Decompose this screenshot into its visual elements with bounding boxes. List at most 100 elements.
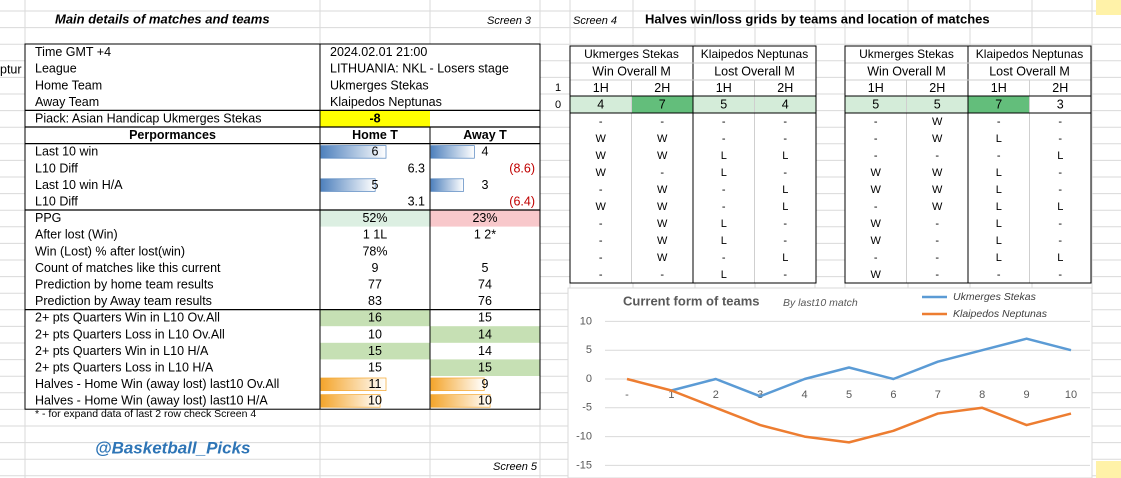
group-name: Win Overall M	[867, 64, 945, 78]
perf-value: 14	[478, 327, 492, 341]
x-tick-label: 6	[890, 389, 896, 401]
total-fill	[570, 96, 632, 113]
perf-label: L10 Diff	[35, 161, 78, 175]
perf-value: 9	[482, 377, 489, 391]
result-cell: -	[783, 167, 787, 179]
perf-value: 52%	[362, 211, 387, 225]
data-bar	[430, 145, 475, 159]
perf-label: After lost (Win)	[35, 228, 118, 242]
perf-value: (6.4)	[509, 194, 535, 208]
result-cell: W	[871, 184, 882, 196]
result-cell: L	[1057, 252, 1063, 264]
column-header: Away T	[463, 128, 507, 142]
perf-value: 78%	[362, 244, 387, 258]
perf-label: 2+ pts Quarters Loss in L10 Ov.All	[35, 327, 225, 341]
result-cell: W	[932, 184, 943, 196]
total-value: 4	[782, 97, 789, 111]
group-name: Lost Overall M	[714, 64, 795, 78]
result-cell: -	[874, 201, 878, 213]
x-tick-label: 4	[802, 389, 808, 401]
result-cell: -	[599, 116, 603, 128]
result-cell: -	[935, 252, 939, 264]
result-cell: W	[871, 269, 882, 281]
result-cell: W	[932, 167, 943, 179]
result-cell: L	[996, 235, 1002, 247]
group-name: Lost Overall M	[989, 64, 1070, 78]
cell-fill	[430, 210, 540, 227]
pick-label: Piack: Asian Handicap Ukmerges Stekas	[35, 111, 262, 125]
result-cell: -	[660, 116, 664, 128]
perf-value: 10	[368, 394, 382, 408]
result-cell: W	[657, 235, 668, 247]
result-cell: L	[721, 150, 727, 162]
team-name: Ukmerges Stekas	[859, 47, 954, 61]
perf-value: (8.6)	[509, 161, 535, 175]
result-cell: W	[657, 252, 668, 264]
result-cell: W	[657, 133, 668, 145]
perf-value: 23%	[472, 211, 497, 225]
screen-label: Screen 3	[487, 15, 532, 27]
info-label: League	[35, 62, 77, 76]
half-label: 2H	[929, 81, 945, 95]
perf-label: PPG	[35, 211, 61, 225]
total-fill	[754, 96, 816, 113]
result-cell: W	[657, 201, 668, 213]
result-cell: -	[783, 235, 787, 247]
result-cell: -	[722, 201, 726, 213]
half-label: 2H	[777, 81, 793, 95]
total-fill	[631, 96, 693, 113]
half-label: 1H	[593, 81, 609, 95]
data-bar	[430, 394, 491, 408]
data-bar	[320, 394, 381, 408]
result-cell: -	[935, 235, 939, 247]
chart-subtitle: By last10 match	[783, 297, 858, 309]
result-cell: -	[660, 167, 664, 179]
grids-title: Halves win/loss grids by teams and locat…	[645, 11, 990, 26]
result-cell: L	[996, 184, 1002, 196]
legend-label: Klaipedos Neptunas	[953, 308, 1048, 320]
perf-label: Halves - Home Win (away lost) last10 H/A	[35, 394, 268, 408]
result-cell: W	[871, 235, 882, 247]
perf-label: L10 Diff	[35, 194, 78, 208]
result-cell: L	[721, 235, 727, 247]
info-value: LITHUANIA: NKL - Losers stage	[330, 62, 509, 76]
team-name: Ukmerges Stekas	[584, 47, 679, 61]
result-cell: -	[935, 218, 939, 230]
perf-label: Prediction by home team results	[35, 277, 214, 291]
result-cell: -	[599, 252, 603, 264]
perf-value: 6	[372, 145, 379, 159]
data-bar	[320, 377, 387, 391]
result-cell: -	[660, 269, 664, 281]
info-label: Away Team	[35, 95, 99, 109]
result-cell: W	[657, 184, 668, 196]
x-tick-label: -	[625, 389, 629, 401]
perf-value: 9	[372, 261, 379, 275]
perf-value: 11	[369, 377, 382, 391]
data-bar	[320, 145, 387, 159]
y-tick-label: -10	[576, 431, 592, 443]
total-value: 3	[1057, 97, 1064, 111]
total-fill	[693, 96, 755, 113]
team-name: Klaipedos Neptunas	[701, 47, 808, 61]
chart-area	[567, 287, 1093, 478]
result-cell: L	[996, 218, 1002, 230]
result-cell: -	[874, 252, 878, 264]
cut-text: ptur	[0, 62, 22, 76]
result-cell: L	[782, 150, 788, 162]
data-bar	[430, 178, 464, 192]
result-cell: L	[996, 252, 1002, 264]
result-cell: W	[932, 116, 943, 128]
result-cell: W	[932, 133, 943, 145]
perf-label: 2+ pts Quarters Loss in L10 H/A	[35, 360, 214, 374]
result-cell: -	[874, 116, 878, 128]
perf-value: 76	[478, 294, 492, 308]
cell-fill	[430, 359, 540, 376]
cell-fill	[430, 326, 540, 343]
cell-fill	[320, 210, 430, 227]
perf-value: 83	[368, 294, 382, 308]
info-value: 2024.02.01 21:00	[330, 45, 427, 59]
perf-value: 4	[482, 145, 489, 159]
column-header: Home T	[352, 128, 398, 142]
result-cell: -	[783, 269, 787, 281]
